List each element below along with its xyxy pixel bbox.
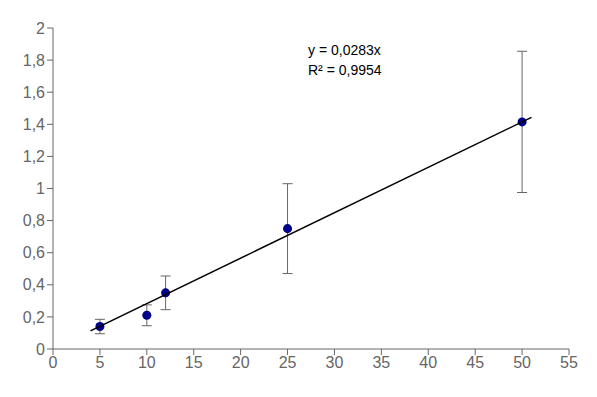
html-text:R² = 0,9954: R² = 0,9954 [308,62,382,78]
html-text:y = 0,0283x: y = 0,0283x [308,42,381,58]
svg-text:25: 25 [279,354,297,371]
svg-text:20: 20 [232,354,250,371]
svg-text:1,2: 1,2 [23,148,45,165]
svg-text:1,4: 1,4 [23,116,45,133]
svg-text:0: 0 [49,354,58,371]
svg-text:0,8: 0,8 [23,212,45,229]
svg-text:1,6: 1,6 [23,84,45,101]
svg-text:15: 15 [185,354,203,371]
svg-text:2: 2 [36,20,45,37]
svg-text:35: 35 [372,354,390,371]
svg-text:10: 10 [138,354,156,371]
svg-text:0,4: 0,4 [23,276,45,293]
svg-text:40: 40 [419,354,437,371]
svg-text:45: 45 [466,354,484,371]
svg-text:0,6: 0,6 [23,244,45,261]
svg-text:1,8: 1,8 [23,52,45,69]
svg-text:1: 1 [36,180,45,197]
svg-text:55: 55 [560,354,578,371]
svg-text:5: 5 [95,354,104,371]
svg-text:0,2: 0,2 [23,309,45,326]
svg-text:0: 0 [36,341,45,358]
svg-text:30: 30 [326,354,344,371]
svg-text:50: 50 [513,354,531,371]
